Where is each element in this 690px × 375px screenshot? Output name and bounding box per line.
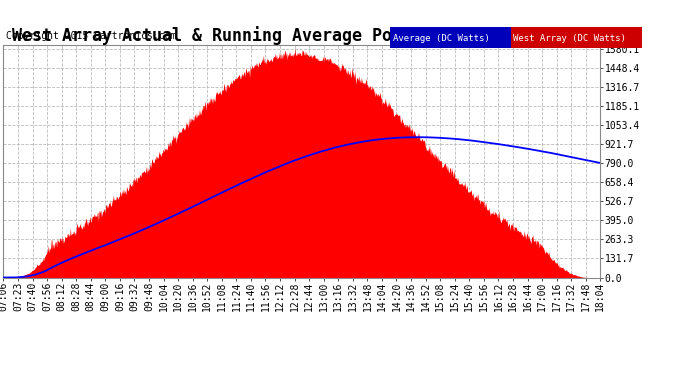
Text: West Array (DC Watts): West Array (DC Watts) [513,34,627,43]
Text: Average (DC Watts): Average (DC Watts) [393,34,489,43]
Text: Copyright 2015 Cartronics.com: Copyright 2015 Cartronics.com [6,32,176,41]
Title: West Array Actual & Running Average Power Sun Oct 18 18:06: West Array Actual & Running Average Powe… [12,26,592,45]
